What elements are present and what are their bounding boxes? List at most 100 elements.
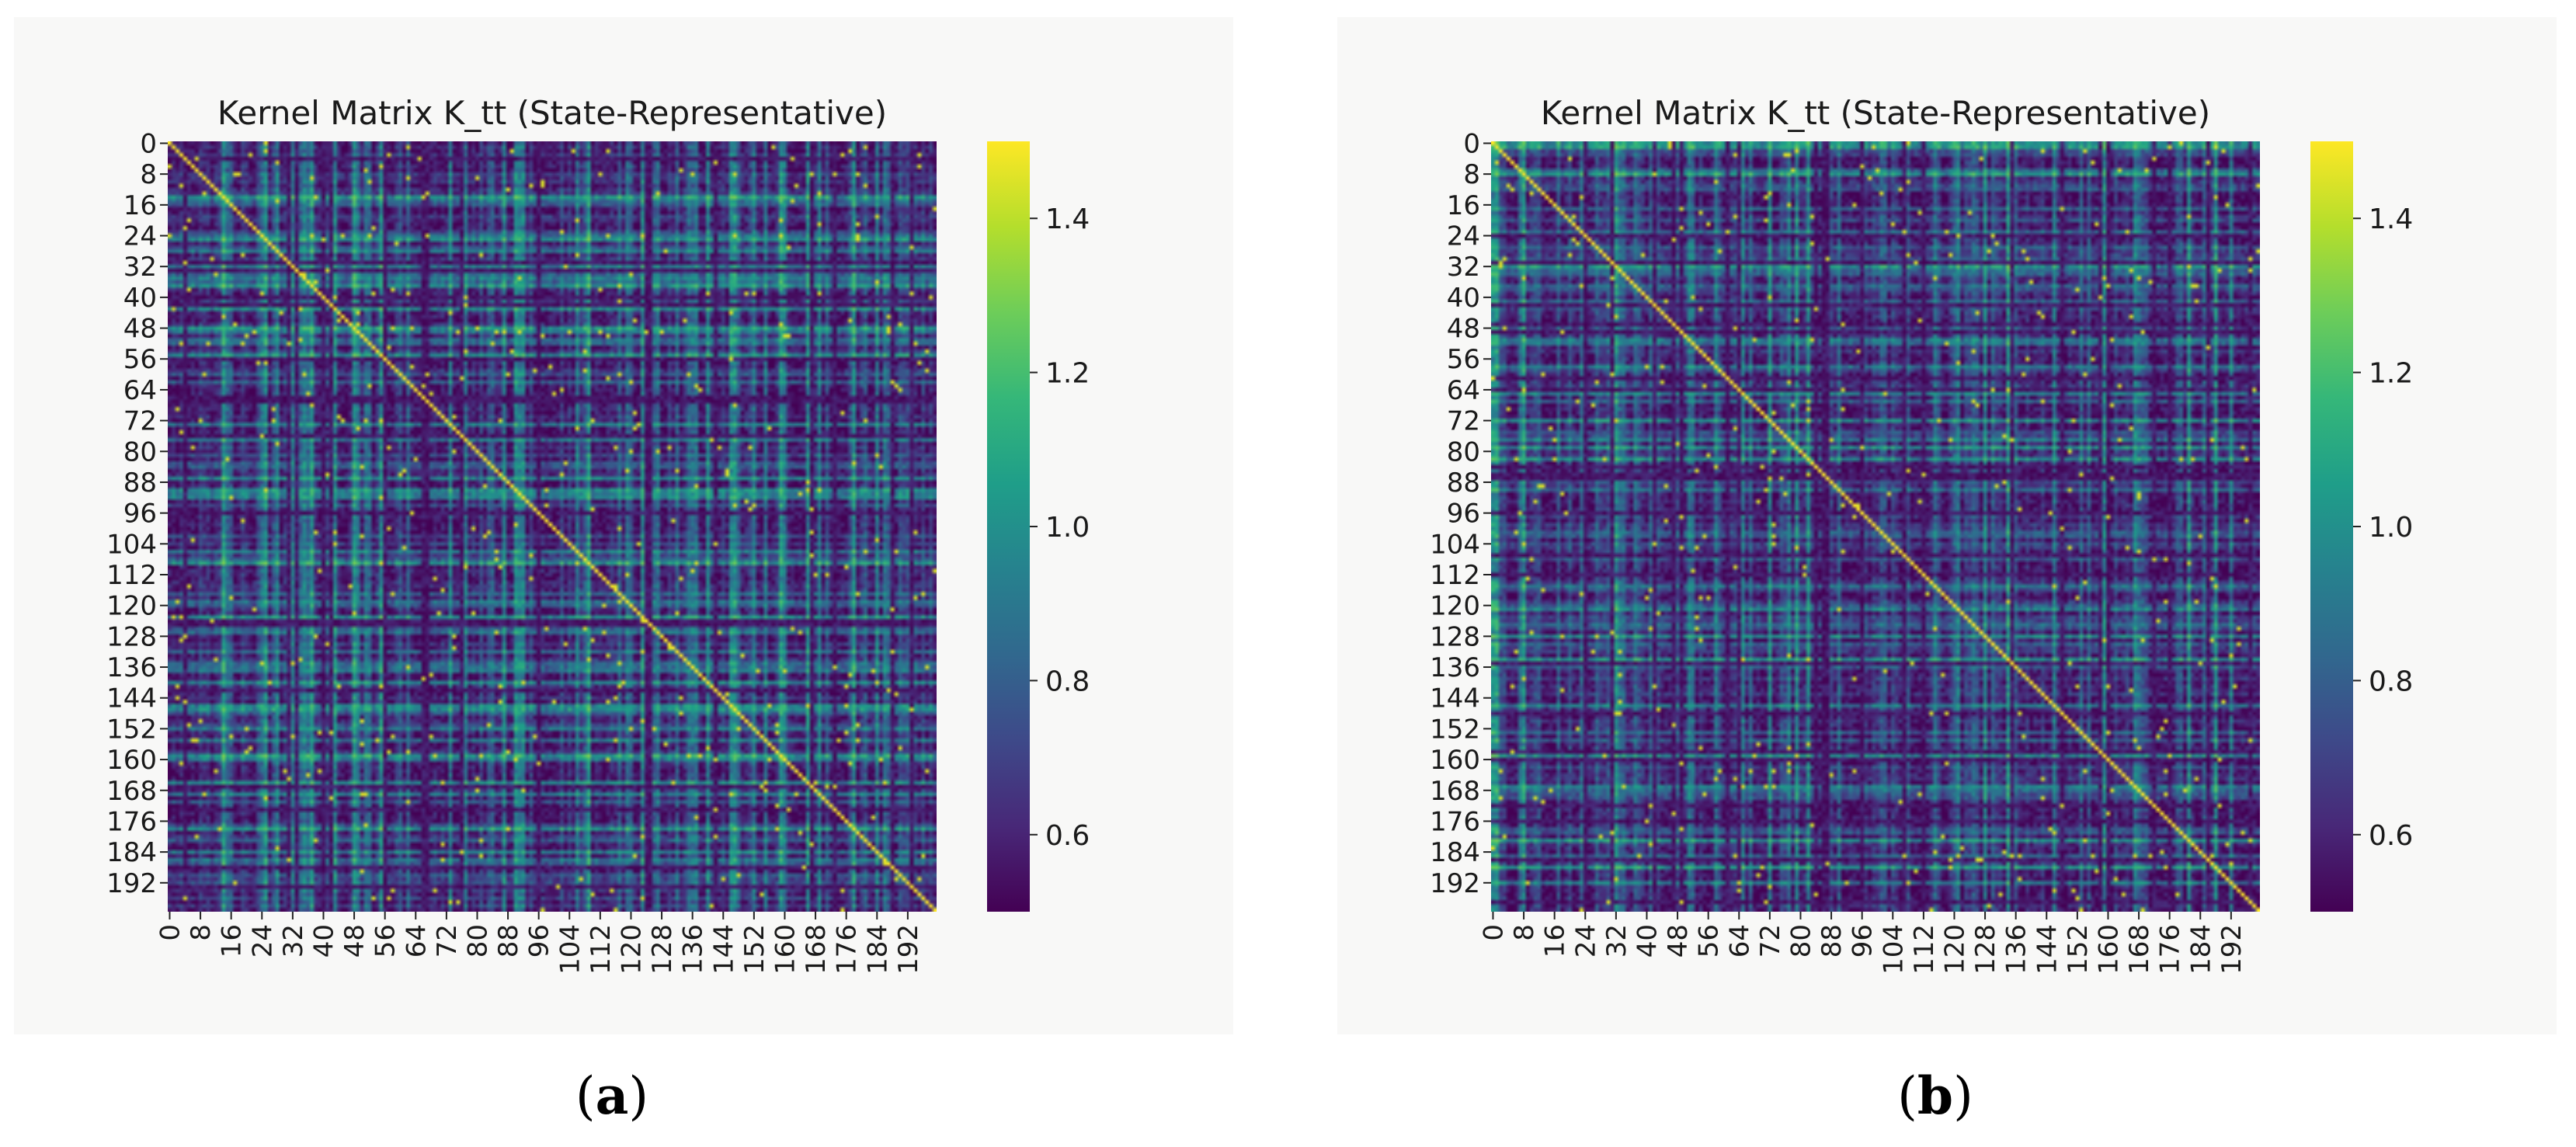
x-tick-label-b-17: 136: [2001, 924, 2032, 975]
x-tick-label-a-14: 112: [586, 924, 617, 975]
y-tick-label-a-22: 176: [106, 806, 157, 837]
caption-b-close: ): [1953, 1066, 1973, 1126]
colorbar-a: [987, 141, 1030, 912]
x-tick-label-a-17: 136: [678, 924, 709, 975]
x-tick-label-b-19: 152: [2063, 924, 2094, 975]
x-tick-label-b-7: 56: [1694, 924, 1725, 958]
x-tick-label-b-15: 120: [1939, 924, 1970, 975]
x-tick-label-b-9: 72: [1755, 924, 1786, 958]
y-tick-label-b-18: 144: [1430, 683, 1480, 714]
x-tick-label-b-18: 144: [2032, 924, 2063, 975]
x-tick-label-b-20: 160: [2093, 924, 2124, 975]
y-tick-label-a-17: 136: [106, 652, 157, 683]
y-tick-label-b-7: 56: [1447, 344, 1480, 375]
y-tick-label-a-11: 88: [123, 467, 157, 499]
x-tick-label-a-19: 152: [739, 924, 770, 975]
heatmap-cells-b: [1491, 141, 2260, 912]
y-tick-label-a-1: 8: [140, 159, 157, 190]
heatmap-panel-a: Kernel Matrix K_tt (State-Representative…: [14, 17, 1233, 1034]
colorbar-tick-label-b-4: 1.4: [2369, 203, 2413, 235]
x-tick-label-a-9: 72: [432, 924, 463, 958]
y-tick-label-b-12: 96: [1447, 499, 1480, 530]
colorbar-tick-label-b-0: 0.6: [2369, 820, 2413, 852]
colorbar-tick-label-b-2: 1.0: [2369, 512, 2413, 544]
y-tick-label-b-2: 16: [1447, 190, 1480, 221]
x-tick-label-a-4: 32: [278, 924, 309, 958]
y-tick-label-a-21: 168: [106, 776, 157, 807]
x-tick-label-a-7: 56: [370, 924, 402, 958]
y-tick-label-a-24: 192: [106, 868, 157, 899]
heatmap-panel-b: Kernel Matrix K_tt (State-Representative…: [1337, 17, 2557, 1034]
x-tick-label-b-8: 64: [1724, 924, 1755, 958]
x-tick-label-a-23: 184: [862, 924, 893, 975]
y-tick-label-b-11: 88: [1447, 467, 1480, 499]
x-tick-label-a-13: 104: [554, 924, 586, 975]
y-tick-label-b-0: 0: [1463, 128, 1480, 159]
caption-a: (a): [534, 1065, 690, 1126]
caption-b-open: (: [1897, 1066, 1917, 1126]
y-tick-label-a-15: 120: [106, 591, 157, 622]
y-tick-label-a-13: 104: [106, 529, 157, 560]
colorbar-tick-label-a-2: 1.0: [1045, 512, 1090, 544]
y-tick-label-a-7: 56: [123, 344, 157, 375]
caption-b: (b): [1858, 1065, 2013, 1126]
y-tick-label-a-20: 160: [106, 745, 157, 776]
y-tick-label-a-18: 144: [106, 683, 157, 714]
y-tick-label-a-3: 24: [123, 221, 157, 252]
x-tick-label-a-8: 64: [401, 924, 432, 958]
colorbar-tick-label-b-3: 1.2: [2369, 358, 2413, 390]
y-tick-label-b-1: 8: [1463, 159, 1480, 190]
caption-a-open: (: [575, 1066, 596, 1126]
x-tick-label-a-5: 40: [308, 924, 339, 958]
y-tick-label-b-19: 152: [1430, 714, 1480, 745]
x-tick-label-a-18: 144: [708, 924, 739, 975]
x-tick-label-b-21: 168: [2124, 924, 2155, 975]
x-tick-label-b-6: 48: [1663, 924, 1694, 958]
y-tick-label-b-14: 112: [1430, 560, 1480, 591]
x-tick-label-b-13: 104: [1878, 924, 1909, 975]
x-tick-label-a-16: 128: [647, 924, 678, 975]
y-tick-label-b-8: 64: [1447, 375, 1480, 406]
x-tick-label-b-11: 88: [1816, 924, 1848, 958]
y-tick-label-a-5: 40: [123, 283, 157, 314]
heatmap-chart-b: Kernel Matrix K_tt (State-Representative…: [1430, 94, 2413, 975]
colorbar-tick-label-a-0: 0.6: [1045, 820, 1090, 852]
x-tick-label-a-10: 80: [462, 924, 493, 958]
x-tick-label-a-15: 120: [616, 924, 647, 975]
y-tick-label-b-23: 184: [1430, 837, 1480, 868]
x-tick-label-a-21: 168: [801, 924, 832, 975]
heatmap-chart-a: Kernel Matrix K_tt (State-Representative…: [106, 94, 1090, 975]
y-tick-label-a-8: 64: [123, 375, 157, 406]
colorbar-tick-label-a-4: 1.4: [1045, 203, 1090, 235]
y-tick-label-b-21: 168: [1430, 776, 1480, 807]
y-tick-label-a-23: 184: [106, 837, 157, 868]
x-tick-label-b-10: 80: [1785, 924, 1816, 958]
x-tick-label-b-16: 128: [1970, 924, 2001, 975]
y-tick-label-b-3: 24: [1447, 221, 1480, 252]
chart-title-b: Kernel Matrix K_tt (State-Representative…: [1541, 94, 2210, 132]
y-tick-label-a-14: 112: [106, 560, 157, 591]
x-tick-label-a-1: 8: [186, 924, 217, 941]
y-tick-label-b-15: 120: [1430, 591, 1480, 622]
x-tick-label-a-11: 88: [493, 924, 524, 958]
x-tick-label-b-4: 32: [1601, 924, 1632, 958]
y-tick-label-b-10: 80: [1447, 436, 1480, 467]
y-tick-label-a-2: 16: [123, 190, 157, 221]
x-tick-label-a-3: 24: [247, 924, 278, 958]
x-tick-label-b-5: 40: [1632, 924, 1663, 958]
x-tick-label-b-2: 16: [1540, 924, 1571, 958]
y-tick-label-a-6: 48: [123, 314, 157, 345]
x-tick-label-b-23: 184: [2185, 924, 2216, 975]
y-tick-label-a-10: 80: [123, 436, 157, 467]
y-tick-label-a-4: 32: [123, 252, 157, 283]
y-tick-label-b-6: 48: [1447, 314, 1480, 345]
caption-a-close: ): [628, 1066, 649, 1126]
x-tick-label-b-12: 96: [1848, 924, 1879, 958]
colorbar-b: [2310, 141, 2353, 912]
y-tick-label-b-4: 32: [1447, 252, 1480, 283]
y-tick-label-a-0: 0: [140, 128, 157, 159]
x-tick-label-b-3: 24: [1570, 924, 1601, 958]
y-tick-label-a-12: 96: [123, 499, 157, 530]
x-tick-label-a-24: 192: [893, 924, 924, 975]
x-tick-label-a-0: 0: [155, 924, 186, 941]
